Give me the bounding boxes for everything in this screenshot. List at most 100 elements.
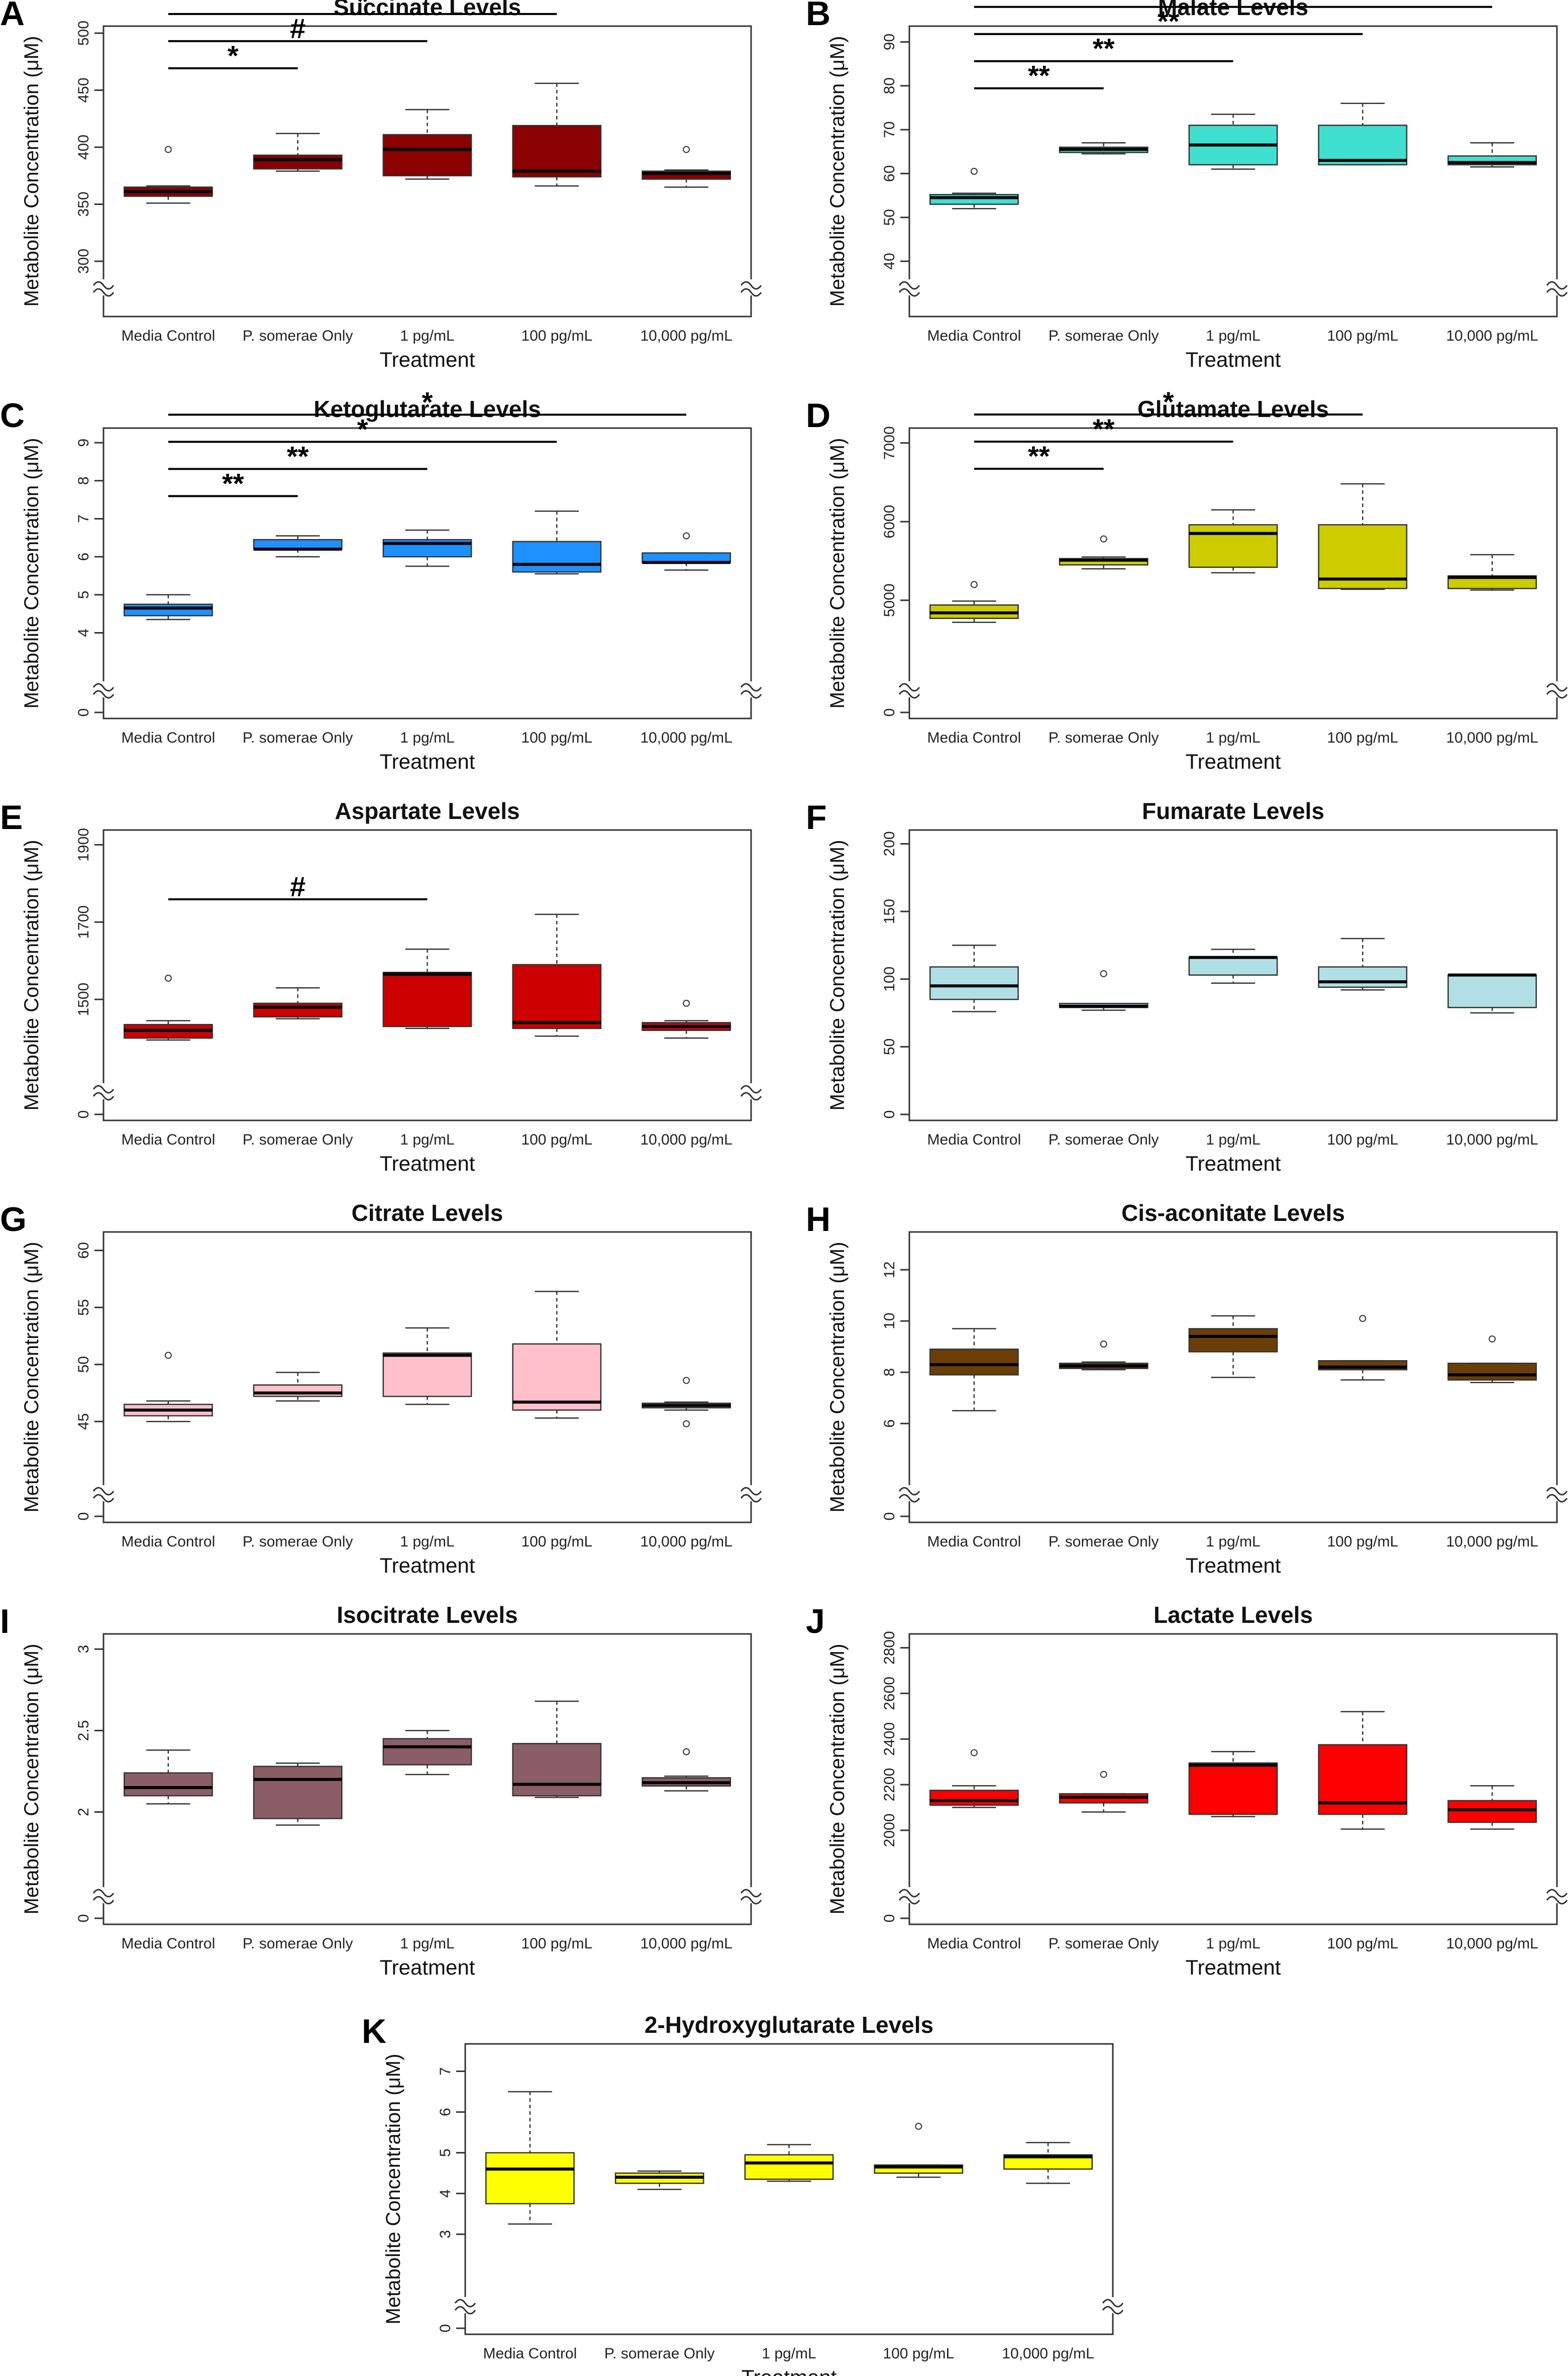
plot-frame — [102, 1633, 752, 1925]
axis-break-mark — [898, 1494, 920, 1503]
panel-e: Aspartate Levels E Metabolite Concentratio… — [0, 798, 762, 1175]
panel-letter: H — [806, 1200, 830, 1238]
box-iqr — [929, 1349, 1019, 1376]
significance-label: * — [422, 386, 433, 418]
y-tick-label: 0 — [75, 1512, 92, 1521]
panel-letter: D — [806, 396, 830, 435]
box-3 — [382, 1327, 472, 1405]
x-tick-label: 1 pg/mL — [400, 730, 454, 746]
axis-break-mark — [92, 1092, 115, 1101]
outlier-point — [683, 1748, 690, 1755]
box-iqr — [512, 125, 602, 178]
box-iqr — [123, 1772, 213, 1797]
x-tick-label: Media Control — [122, 730, 216, 746]
y-tick-label: 8 — [75, 476, 92, 485]
x-tick-label: 100 pg/mL — [1327, 1533, 1398, 1550]
chart-title: Citrate Levels — [352, 1200, 503, 1226]
y-tick-label: 0 — [75, 1914, 92, 1923]
x-tick-label: 1 pg/mL — [400, 1935, 454, 1952]
outlier-point — [164, 974, 172, 982]
y-tick-label: 70 — [881, 121, 898, 138]
x-tick-label: 1 pg/mL — [400, 328, 454, 344]
axis-break-mark — [92, 1085, 115, 1094]
x-tick-label: Media Control — [927, 1131, 1021, 1148]
box-iqr — [512, 964, 602, 1029]
y-tick-label: 500 — [75, 21, 92, 46]
x-axis-label: Treatment — [380, 750, 475, 773]
chart-title: Glutamate Levels — [1137, 396, 1329, 422]
panel-letter: E — [0, 798, 23, 837]
axis-break-mark — [898, 683, 920, 692]
y-tick-label: 2600 — [881, 1677, 898, 1710]
panel-k: 2-Hydroxyglutarate Levels K Metabolite Con… — [362, 2012, 1124, 2376]
x-tick-label: 10,000 pg/mL — [1446, 730, 1538, 746]
significance-label: ** — [1028, 60, 1050, 91]
box-5 — [642, 1748, 731, 1792]
x-tick-label: 10,000 pg/mL — [1002, 2345, 1094, 2362]
x-tick-label: 10,000 pg/mL — [640, 1533, 732, 1550]
x-tick-label: 100 pg/mL — [1327, 730, 1398, 746]
box-iqr — [382, 972, 472, 1027]
x-tick-label: 1 pg/mL — [762, 2345, 816, 2362]
outlier-point — [1100, 1340, 1107, 1348]
y-axis-label: Metabolite Concentration (μM) — [21, 1242, 43, 1513]
outlier-point — [1489, 1335, 1496, 1342]
y-axis-label: Metabolite Concentration (μM) — [826, 36, 849, 307]
box-2 — [253, 1762, 343, 1826]
y-tick-label: 50 — [75, 1356, 92, 1373]
box-1 — [123, 146, 213, 204]
y-tick-label: 4 — [437, 2189, 454, 2198]
box-5 — [1447, 1335, 1537, 1383]
box-3 — [382, 529, 472, 567]
x-axis-label: Treatment — [1186, 348, 1281, 371]
x-tick-label: Media Control — [483, 2345, 577, 2362]
panel-h: Cis-aconitate Levels H Metabolite Concentr… — [806, 1200, 1568, 1577]
y-tick-label: 7 — [437, 2067, 454, 2076]
box-2 — [253, 1372, 343, 1402]
y-tick-label: 5 — [437, 2148, 454, 2157]
box-1 — [123, 1352, 213, 1422]
box-iqr — [512, 1743, 602, 1797]
x-axis-label: Treatment — [1186, 1152, 1281, 1175]
axis-break-mark — [1546, 1494, 1568, 1503]
box-4 — [874, 2122, 964, 2178]
box-3 — [382, 109, 472, 180]
y-tick-label: 50 — [881, 1039, 898, 1055]
box-4 — [1318, 938, 1408, 991]
x-tick-label: 100 pg/mL — [1327, 1131, 1398, 1148]
y-tick-label: 150 — [881, 899, 898, 924]
x-tick-label: 10,000 pg/mL — [1446, 1131, 1538, 1148]
outlier-point — [683, 146, 690, 153]
box-3 — [1188, 114, 1278, 170]
chart-title: Succinate Levels — [334, 0, 521, 20]
box-4 — [1318, 1711, 1408, 1830]
x-tick-label: 1 pg/mL — [1206, 730, 1260, 746]
x-axis-label: Treatment — [380, 1955, 475, 1979]
axis-break-mark — [740, 281, 762, 290]
axis-break-mark — [92, 690, 115, 699]
y-tick-label: 400 — [75, 135, 92, 160]
axis-break-mark — [740, 1487, 762, 1496]
outlier-point — [164, 146, 172, 153]
chart-title: Aspartate Levels — [335, 798, 519, 824]
x-tick-label: P. somerae Only — [1049, 1533, 1159, 1550]
outlier-point — [1100, 970, 1107, 977]
axis-break-mark — [92, 281, 115, 290]
box-2 — [614, 2170, 704, 2190]
axis-break-mark — [1546, 1487, 1568, 1496]
box-2 — [1059, 1771, 1148, 1813]
box-iqr — [929, 1790, 1019, 1806]
box-4 — [1318, 483, 1408, 590]
box-4 — [1318, 1315, 1408, 1381]
box-iqr — [1188, 1762, 1278, 1815]
x-tick-label: 10,000 pg/mL — [640, 328, 732, 344]
box-3 — [1188, 1750, 1278, 1817]
plot-frame — [102, 829, 752, 1121]
y-tick-label: 0 — [75, 1110, 92, 1119]
x-tick-label: 10,000 pg/mL — [1446, 328, 1538, 344]
plot-frame — [102, 427, 752, 719]
box-iqr — [1318, 966, 1408, 988]
chart-title: Cis-aconitate Levels — [1121, 1200, 1345, 1226]
x-tick-label: P. somerae Only — [1049, 1935, 1159, 1952]
